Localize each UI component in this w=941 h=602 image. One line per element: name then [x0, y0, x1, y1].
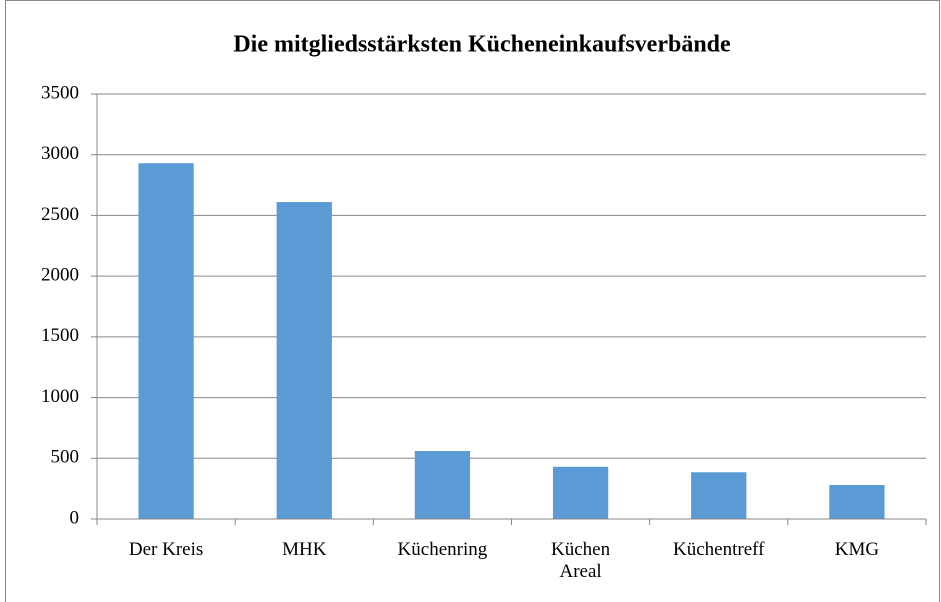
y-tick-label: 500	[51, 447, 80, 468]
bar	[138, 163, 194, 519]
y-tick-label: 1000	[41, 386, 79, 407]
chart-frame	[5, 0, 940, 602]
y-tick-label: 3000	[41, 143, 79, 164]
bar	[276, 202, 332, 520]
x-tick-label: Küchentreff	[673, 539, 765, 560]
bar	[552, 466, 609, 519]
chart-title: Die mitgliedsstärksten Kücheneinkaufsver…	[233, 32, 731, 58]
x-tick-label: KMG	[834, 539, 880, 560]
x-tick-label: MHK	[282, 539, 327, 560]
y-tick-label: 3500	[41, 82, 79, 103]
y-tick-label: 1500	[41, 325, 79, 346]
y-tick-label: 0	[70, 507, 80, 528]
x-tick-label: Küchen Areal	[551, 539, 611, 582]
y-tick-label: 2500	[41, 204, 79, 225]
bar	[691, 472, 747, 519]
x-tick-label: Der Kreis	[128, 539, 204, 560]
bar	[414, 451, 471, 519]
y-tick-label: 2000	[41, 265, 79, 286]
x-tick-label: Küchenring	[397, 539, 488, 560]
bar	[829, 485, 885, 519]
